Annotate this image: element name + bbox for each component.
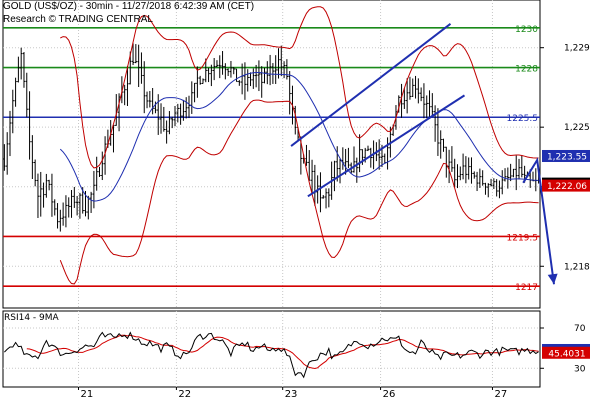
projection-arrow-head (547, 273, 558, 285)
rsi-badge-label: 45.4031 (548, 349, 585, 359)
rsi-panel-title: RSI14 - 9MA (4, 313, 60, 323)
moving-average-line (59, 72, 539, 202)
price-badge-label: 1,222.06 (547, 182, 587, 192)
x-tick-label: 27 (494, 389, 507, 400)
candlestick-series (3, 43, 540, 232)
price-badge (542, 149, 590, 162)
x-tick-label: 22 (178, 389, 191, 400)
level-label-1225.5: 1225.5 (507, 114, 539, 124)
rsi-line (4, 331, 539, 379)
chart-title: GOLD (US$/OZ) - 30min - 11/27/2018 6:42:… (3, 1, 255, 12)
level-label-1217: 1217 (515, 283, 538, 293)
x-tick-label: 21 (81, 389, 94, 400)
rsi-tick-label: 70 (574, 324, 586, 334)
rsi-ma-line (26, 334, 539, 370)
price-badge (542, 179, 590, 192)
price-panel-frame (2, 0, 541, 309)
y-tick-label: 1,225 (564, 123, 590, 133)
chart-source: Research © TRADING CENTRAL (3, 14, 153, 25)
y-tick-label: 1,218 (564, 262, 590, 272)
bollinger-upper-band (60, 6, 539, 169)
x-tick-label: 26 (383, 389, 396, 400)
rsi-tick-label: 30 (574, 364, 586, 374)
rsi-badge (542, 346, 590, 359)
y-tick-label: 1,229 (564, 44, 590, 54)
price-badge-label: 1,223.55 (547, 152, 587, 162)
level-label-1228: 1228 (515, 65, 538, 75)
trend-channel-line (307, 94, 466, 198)
level-label-1219.5: 1219.5 (507, 233, 539, 243)
trend-channel-line (290, 23, 452, 147)
x-tick-label: 23 (285, 389, 298, 400)
level-label-1230: 1230 (515, 25, 538, 35)
bollinger-lower-band (59, 99, 539, 285)
projection-arrow-line (522, 157, 555, 285)
